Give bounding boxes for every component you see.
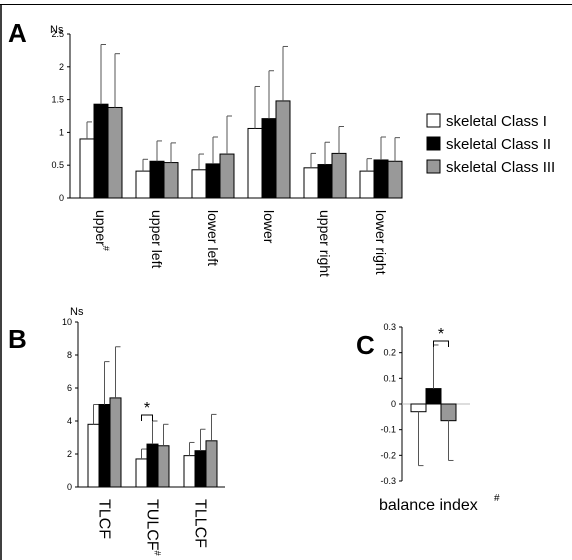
panel-a-y-tick-label-2: 1 [59, 127, 64, 137]
panel-a-bar-5-s3 [331, 152, 347, 199]
panel-a-x-label-3: lower left [205, 210, 221, 266]
panel-b-x-label-1: TLCF [96, 499, 113, 539]
panel-b-y-tick-label-3: 6 [67, 383, 72, 393]
panel-c-xlabel-text: balance index [379, 497, 478, 514]
panel-b-x-label-2: TULCF# [144, 499, 163, 556]
panel-b-y-tick-label-2: 4 [67, 416, 72, 426]
panel-b-x-label-mark-2: # [153, 551, 163, 556]
panel-b-bar-2-s1 [135, 458, 148, 488]
panel-c-y-tick-label-3: 0 [391, 399, 396, 409]
panel-a-bar-6-s3 [387, 160, 403, 199]
panel-c-letter: C [356, 330, 375, 360]
legend-swatch-class-1 [426, 113, 441, 128]
panel-a: A Ns 0 0.5 1 1.5 2 2.5 upper# upper left lower l… [8, 18, 403, 277]
legend-entry-class-2: skeletal Class II [426, 136, 551, 153]
panel-c-significance-bracket-0 [433, 340, 449, 347]
panel-b-significance-bracket-0 [141, 414, 153, 421]
panel-c-y-tick-label-6: -0.3 [380, 476, 396, 486]
panel-b: B Ns 0 2 4 6 8 10 TLCF TULCF# TLLCF * [8, 306, 225, 556]
panel-a-bar-2-s1 [135, 170, 151, 199]
panel-c-bar-s3 [440, 403, 457, 422]
panel-b-y-tick-label-4: 8 [67, 350, 72, 360]
panel-b-bar-1-s1 [87, 423, 100, 488]
panel-b-bar-3-s2 [194, 450, 207, 488]
panel-b-x-label-3: TLLCF [192, 499, 209, 548]
panel-a-x-label-4: lower [261, 210, 277, 244]
panel-a-bar-1-s3 [107, 106, 123, 199]
panel-a-bar-3-s3 [219, 153, 235, 199]
panel-b-y-tick-label-1: 2 [67, 449, 72, 459]
panel-b-y-tick-label-0: 0 [67, 482, 72, 492]
legend-label-class-2: skeletal Class II [446, 136, 551, 153]
panel-c-xlabel-mark: # [494, 493, 500, 504]
legend-swatch-class-2 [426, 136, 441, 151]
panel-a-x-label-5: upper right [317, 210, 333, 277]
panel-a-bar-3-s2 [205, 163, 221, 199]
panel-a-y-tick-label-5: 2.5 [51, 29, 64, 39]
legend-swatch-class-3 [426, 159, 441, 174]
panel-c-xlabel: balance index # [379, 493, 500, 514]
panel-c-y-tick-label-5: -0.2 [380, 450, 396, 460]
panel-a-bar-1-s2 [93, 103, 109, 199]
panel-a-x-label-6: lower right [373, 210, 389, 275]
panel-a-bar-5-s1 [303, 167, 319, 199]
panel-a-bar-2-s2 [149, 160, 165, 199]
panel-b-bar-1-s2 [98, 404, 111, 488]
panel-a-bar-1-s1 [79, 138, 95, 199]
panel-a-bar-3-s1 [191, 169, 207, 199]
panel-c-y-tick-label-1: 0.2 [383, 348, 396, 358]
panel-b-bar-2-s3 [157, 445, 170, 488]
panel-a-letter: A [8, 18, 27, 48]
legend-label-class-3: skeletal Class III [446, 159, 555, 176]
panel-a-y-tick-label-4: 2 [59, 62, 64, 72]
panel-b-letter: B [8, 324, 27, 354]
panel-c-y-tick-label-4: -0.1 [380, 425, 396, 435]
panel-a-bar-4-s3 [275, 100, 291, 199]
panel-b-bar-3-s1 [183, 455, 196, 488]
legend-label-class-1: skeletal Class I [446, 113, 547, 130]
panel-a-bar-4-s1 [247, 127, 263, 199]
legend-entry-class-3: skeletal Class III [426, 159, 555, 176]
panel-c-bar-s1 [410, 403, 427, 413]
legend-entry-class-1: skeletal Class I [426, 113, 547, 130]
panel-a-x-label-2: upper left [149, 210, 165, 268]
panel-c-y-tick-label-0: 0.3 [383, 322, 396, 332]
panel-c-significance-star-0: * [438, 326, 444, 343]
panel-a-ylabel: Ns [50, 24, 64, 36]
panel-a-bar-5-s2 [317, 164, 333, 199]
panel-a-y-tick-label-0: 0 [59, 193, 64, 203]
panel-a-y-tick-label-1: 0.5 [51, 160, 64, 170]
panel-b-y-tick-label-5: 10 [62, 317, 72, 327]
panel-c-bar-s2 [425, 388, 442, 405]
panel-a-bar-2-s3 [163, 162, 179, 199]
panel-b-bar-1-s3 [109, 397, 122, 488]
panel-a-bar-4-s2 [261, 118, 277, 199]
panel-a-bar-6-s2 [373, 159, 389, 199]
panel-c-y-tick-label-2: 0.1 [383, 373, 396, 383]
legend: skeletal Class I skeletal Class II skele… [426, 113, 555, 176]
panel-a-y-tick-label-3: 1.5 [51, 95, 64, 105]
panel-b-significance-star-0: * [144, 400, 150, 417]
panel-a-x-label-mark-1: # [101, 246, 111, 251]
panel-a-x-label-1: upper# [93, 210, 111, 251]
panel-c: C balance index # 0.3 0.2 0.1 0 -0.1 -0.2 -0.3… [356, 322, 500, 514]
panel-b-bar-3-s3 [205, 440, 218, 488]
panel-b-bar-2-s2 [146, 443, 159, 488]
panel-a-bar-6-s1 [359, 170, 375, 199]
panel-b-ylabel: Ns [70, 306, 84, 318]
